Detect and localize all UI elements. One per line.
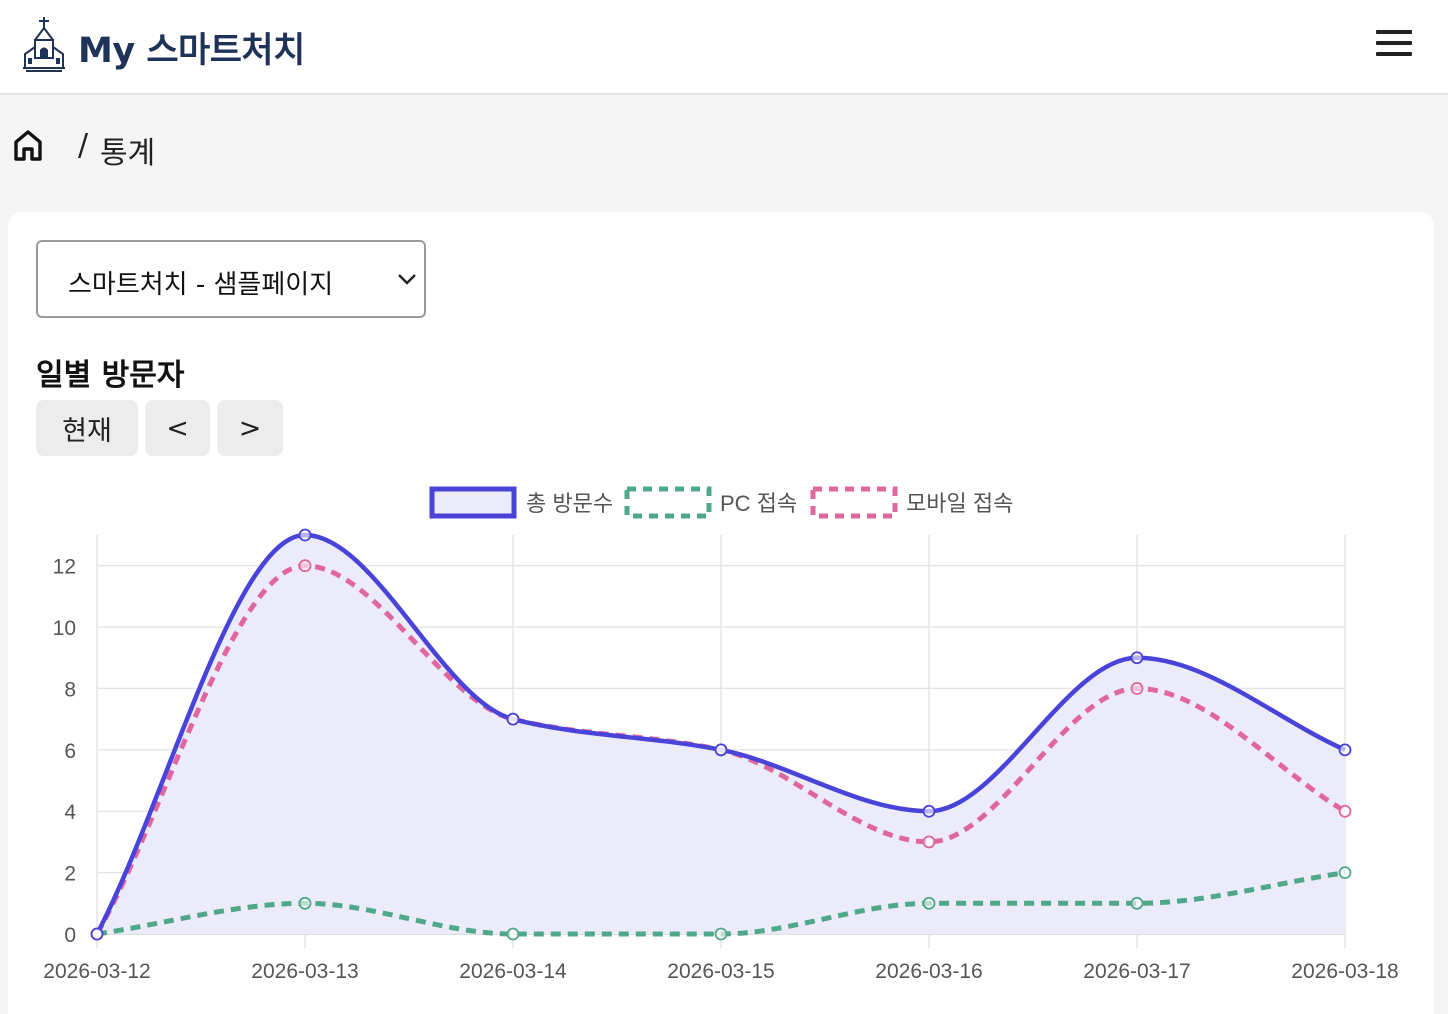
legend-swatch-pc[interactable] <box>624 486 712 519</box>
prev-button[interactable]: < <box>145 400 210 456</box>
y-tick-label: 4 <box>64 801 76 824</box>
breadcrumb: / 통계 <box>12 124 412 171</box>
section-title: 일별 방문자 <box>36 358 185 393</box>
series-area-total <box>97 535 1345 934</box>
data-point-pc[interactable] <box>922 896 936 910</box>
x-tick-label: 2026-03-16 <box>875 960 982 983</box>
y-tick-label: 10 <box>53 617 76 640</box>
x-tick-label: 2026-03-12 <box>43 960 150 983</box>
data-point-mobile[interactable] <box>298 559 312 573</box>
data-point-pc[interactable] <box>506 927 520 941</box>
data-point-pc[interactable] <box>1338 866 1352 880</box>
app-title[interactable]: My 스마트처치 <box>78 31 305 71</box>
page-select[interactable]: 스마트처치 - 샘플페이지 <box>36 240 426 318</box>
x-tick-label: 2026-03-15 <box>667 960 774 983</box>
legend-label-total[interactable]: 총 방문수 <box>526 491 613 516</box>
x-tick-label: 2026-03-18 <box>1291 960 1398 983</box>
data-point-total[interactable] <box>1130 651 1144 665</box>
data-point-pc[interactable] <box>298 896 312 910</box>
y-tick-label: 2 <box>64 863 76 886</box>
y-tick-label: 6 <box>64 740 76 763</box>
x-tick-label: 2026-03-14 <box>459 960 567 983</box>
data-point-mobile[interactable] <box>1338 804 1352 818</box>
next-button[interactable]: > <box>217 400 283 456</box>
current-button[interactable]: 현재 <box>36 400 138 456</box>
data-point-pc[interactable] <box>714 927 728 941</box>
y-tick-label: 8 <box>64 678 76 701</box>
y-tick-label: 12 <box>53 556 76 579</box>
home-icon[interactable] <box>12 128 44 162</box>
hamburger-menu-icon[interactable] <box>1372 28 1416 60</box>
data-point-mobile[interactable] <box>1130 682 1144 695</box>
breadcrumb-separator: / <box>78 128 89 163</box>
legend-label-pc[interactable]: PC 접속 <box>720 491 797 516</box>
data-point-total[interactable] <box>298 528 312 542</box>
church-icon[interactable] <box>22 16 66 72</box>
breadcrumb-current: 통계 <box>100 136 156 171</box>
x-tick-label: 2026-03-13 <box>251 960 358 983</box>
data-point-mobile[interactable] <box>922 835 936 849</box>
data-point-total[interactable] <box>1338 743 1352 757</box>
data-point-total[interactable] <box>922 804 936 818</box>
page-select-value: 스마트처치 - 샘플페이지 <box>68 270 334 300</box>
chevron-down-icon <box>398 274 416 285</box>
y-tick-label: 0 <box>64 924 76 947</box>
data-point-pc[interactable] <box>1130 896 1144 910</box>
legend-label-mobile[interactable]: 모바일 접속 <box>906 491 1013 516</box>
legend-swatch-mobile[interactable] <box>810 486 898 519</box>
legend-swatch-total[interactable] <box>429 486 517 519</box>
x-tick-label: 2026-03-17 <box>1083 960 1190 983</box>
data-point-total[interactable] <box>714 743 728 757</box>
data-point-total[interactable] <box>506 712 520 726</box>
data-point-total[interactable] <box>90 927 104 941</box>
app-header: My 스마트처치 <box>0 0 1448 95</box>
